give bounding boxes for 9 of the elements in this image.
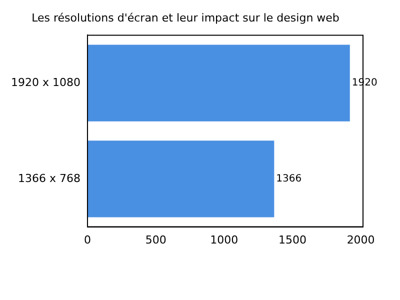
x-tick-label: 0 xyxy=(84,233,91,246)
x-tick-label: 2000 xyxy=(346,233,375,246)
y-tick-label: 1920 x 1080 xyxy=(10,76,80,89)
x-tick-label: 500 xyxy=(145,233,166,246)
x-tick-label: 1500 xyxy=(278,233,306,246)
x-tick-label: 1000 xyxy=(210,233,238,246)
y-tick-label: 1366 x 768 xyxy=(18,172,80,185)
data-label: 1366 xyxy=(276,173,302,184)
chart-title: Les résolutions d'écran et leur impact sur le design web xyxy=(32,11,340,24)
